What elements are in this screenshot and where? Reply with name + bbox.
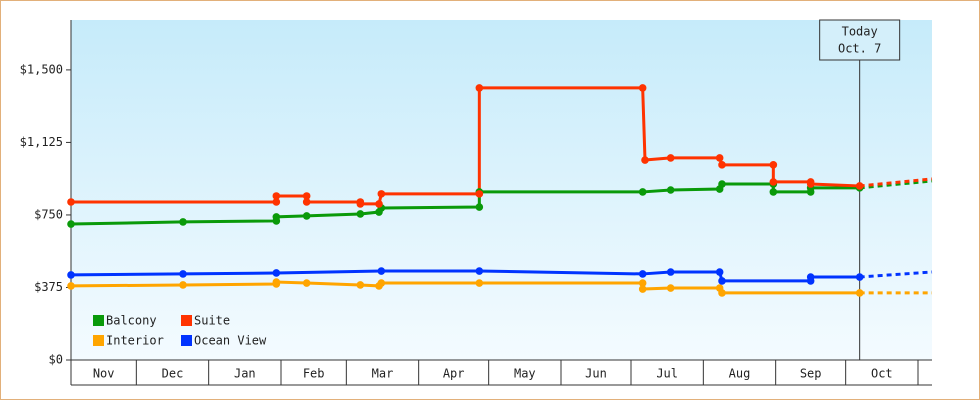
- point: [666, 268, 675, 276]
- x-tick-label: Feb: [303, 367, 325, 381]
- point: [377, 267, 386, 275]
- point: [272, 278, 281, 286]
- point: [806, 180, 815, 188]
- point: [67, 220, 75, 228]
- point: [718, 277, 726, 285]
- legend-swatch: [93, 335, 104, 346]
- legend-label: Suite: [194, 314, 230, 328]
- point: [377, 190, 386, 198]
- x-tick-label: Aug: [729, 367, 751, 381]
- point: [272, 269, 281, 277]
- x-tick-label: Apr: [443, 367, 465, 381]
- point: [769, 188, 778, 196]
- x-tick-label: May: [514, 367, 536, 381]
- point: [302, 212, 311, 220]
- point: [356, 281, 365, 289]
- point: [67, 271, 75, 279]
- today-label: Today: [842, 25, 878, 39]
- point: [302, 198, 311, 206]
- point: [641, 156, 649, 164]
- point: [179, 218, 187, 226]
- y-tick-label: $1,500: [20, 62, 63, 76]
- point: [638, 188, 647, 196]
- point: [475, 190, 484, 198]
- forecast-line: [859, 179, 933, 190]
- point: [179, 270, 187, 278]
- today-label: Oct. 7: [838, 42, 881, 56]
- x-tick-label: Jun: [585, 367, 607, 381]
- x-tick-label: Oct: [871, 367, 893, 381]
- x-tick-label: Mar: [372, 367, 394, 381]
- x-tick-label: Dec: [162, 367, 184, 381]
- point: [638, 84, 647, 92]
- point: [272, 213, 281, 221]
- point: [356, 200, 365, 208]
- point: [715, 268, 724, 276]
- point: [718, 161, 726, 169]
- point: [475, 267, 484, 275]
- point: [855, 273, 864, 281]
- y-tick-label: $375: [34, 280, 63, 294]
- point: [855, 289, 864, 297]
- x-tick-label: Jan: [234, 367, 256, 381]
- point: [666, 186, 675, 194]
- point: [302, 279, 311, 287]
- point: [272, 198, 281, 206]
- point: [718, 289, 726, 297]
- point: [769, 161, 778, 169]
- legend-label: Ocean View: [194, 334, 267, 348]
- point: [67, 282, 75, 290]
- point: [67, 198, 75, 206]
- legend-label: Interior: [106, 334, 164, 348]
- point: [475, 84, 484, 92]
- point: [806, 273, 815, 281]
- legend-swatch: [93, 315, 104, 326]
- point: [302, 192, 311, 200]
- point: [638, 270, 647, 278]
- legend-swatch: [181, 315, 192, 326]
- forecast-line: [859, 177, 933, 188]
- point: [638, 285, 647, 293]
- point: [715, 154, 724, 162]
- point: [638, 279, 647, 287]
- point: [179, 281, 187, 289]
- today-box: [819, 19, 901, 61]
- point: [475, 279, 484, 287]
- point: [377, 279, 386, 287]
- y-tick-label: $1,125: [20, 135, 63, 149]
- point: [356, 210, 365, 218]
- y-tick-label: $0: [49, 353, 63, 367]
- point: [666, 284, 675, 292]
- point: [769, 178, 778, 186]
- legend-label: Balcony: [106, 314, 157, 328]
- point: [855, 182, 864, 190]
- point: [475, 203, 484, 211]
- y-tick-label: $750: [34, 207, 63, 221]
- forecast-line: [859, 270, 933, 279]
- plot-area: [71, 20, 932, 360]
- point: [375, 200, 383, 208]
- legend-swatch: [181, 335, 192, 346]
- point: [718, 180, 726, 188]
- x-tick-label: Nov: [93, 367, 115, 381]
- point: [272, 192, 281, 200]
- x-tick-label: Sep: [800, 367, 822, 381]
- point: [666, 154, 675, 162]
- x-tick-label: Jul: [656, 367, 678, 381]
